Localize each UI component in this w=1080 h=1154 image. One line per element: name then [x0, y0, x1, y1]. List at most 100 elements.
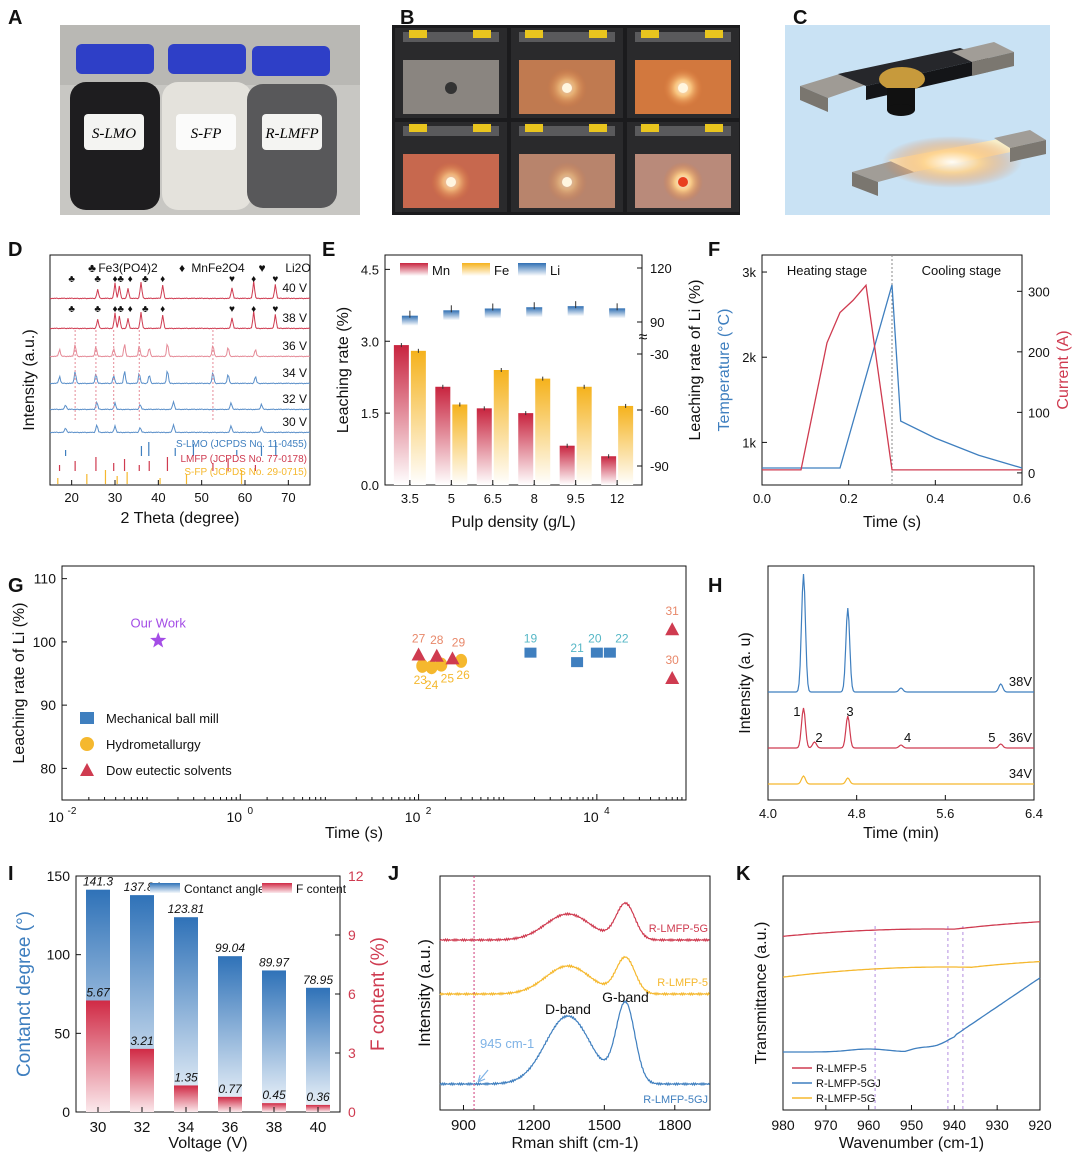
f-xtick-label: 0.0 [753, 491, 771, 506]
f-temperature-line [762, 284, 1023, 469]
i-xlabel: Voltage (V) [168, 1135, 247, 1152]
k-xtick-label: 970 [814, 1117, 838, 1133]
j-xtick-label: 900 [451, 1117, 476, 1134]
d-legend-symbol: ♦ [179, 261, 185, 275]
electrode-rendering-icon [800, 42, 1046, 196]
i-value-f: 3.21 [130, 1034, 153, 1048]
d-trace-label: 32 V [282, 392, 307, 406]
g-point-square [524, 647, 537, 658]
g-point-triangle [665, 622, 680, 636]
g-ytick-label: 100 [33, 634, 57, 650]
hot-spot [678, 83, 688, 93]
g-legend-text: Dow eutectic solvents [106, 763, 232, 778]
jar-label-1: S-LMO [92, 126, 136, 142]
i-rtick-label: 12 [348, 868, 364, 884]
j-trace-label: R-LMFP-5GJ [643, 1094, 708, 1106]
g-point-triangle [665, 670, 680, 684]
hot-spot [446, 177, 456, 187]
f-annotation: Heating stage [787, 263, 867, 278]
photo-c [785, 25, 1050, 215]
e-bar-fe [576, 386, 592, 485]
i-rtick-label: 9 [348, 927, 356, 943]
g-star-label: Our Work [131, 616, 187, 631]
j-annotation: 945 cm-1 [480, 1036, 534, 1051]
g-xtick-label: 10 [48, 809, 64, 825]
d-trace-label: 34 V [282, 366, 307, 380]
clamp-yellow [589, 124, 607, 132]
e-bar-fe [493, 370, 509, 485]
d-peak-marker: ♣ [142, 304, 149, 315]
d-axes-frame [49, 254, 311, 486]
e-xtick-label: 6.5 [484, 491, 502, 506]
g-xtick-label: 10 [405, 809, 421, 825]
i-value-angle: 78.95 [303, 973, 333, 987]
h-xtick-label: 4.0 [759, 806, 777, 821]
g-point-label: 31 [666, 604, 680, 618]
g-point-square [590, 647, 603, 658]
panel-label-g: G [8, 575, 24, 597]
k-xtick-label: 960 [857, 1117, 881, 1133]
i-xtick-label: 36 [222, 1119, 239, 1136]
f-xtick-label: 0.4 [926, 491, 944, 506]
clamp-bar [635, 32, 731, 42]
g-point-triangle [429, 648, 444, 662]
h-trace [768, 775, 1034, 785]
g-point-square [571, 657, 584, 668]
f-current-line [762, 283, 1022, 471]
e-xtick-label: 3.5 [401, 491, 419, 506]
d-trace-label: 38 V [282, 311, 307, 325]
f-rtick-label: 200 [1028, 345, 1050, 360]
i-value-angle: 89.97 [259, 955, 290, 969]
e-bar-fe [410, 350, 426, 485]
e-rtick-label: 90 [650, 315, 664, 330]
e-xtick-label: 8 [531, 491, 538, 506]
d-xtick-label: 40 [151, 490, 165, 505]
f-ytick-label: 3k [742, 265, 756, 280]
panel-label-d: D [8, 239, 22, 261]
photo-a: S-LMO S-FP R-LMFP [60, 25, 360, 215]
f-rtick-label: 300 [1028, 284, 1050, 299]
i-xtick-label: 40 [310, 1119, 327, 1136]
e-block-li [567, 306, 584, 317]
g-point-label: 25 [441, 672, 455, 686]
d-trace [49, 342, 311, 358]
e-ytick-label: 3.0 [361, 334, 379, 349]
e-legend-swatch [400, 263, 428, 276]
h-xtick-label: 6.4 [1025, 806, 1043, 821]
d-legend-text: Fe3(PO4)2 [98, 261, 158, 275]
panel-label-j: J [388, 863, 399, 885]
g-legend-square [80, 712, 94, 724]
clamp-yellow [641, 124, 659, 132]
e-ylabel: Leaching rate (%) [335, 307, 352, 433]
e-axes-frame [384, 254, 643, 486]
k-legend-text: R-LMFP-5G [816, 1093, 875, 1105]
h-peak-label: 1 [793, 704, 800, 719]
e-bar-mn [601, 456, 617, 485]
d-peak-marker: ♣ [68, 304, 75, 315]
e-bar-mn [518, 413, 534, 485]
photo-b [392, 25, 740, 215]
e-bar-mn [476, 408, 492, 485]
clamp-yellow [705, 124, 723, 132]
panel-label-i: I [8, 863, 14, 885]
j-ylabel: Intensity (a.u.) [415, 939, 434, 1047]
i-value-f: 5.67 [86, 985, 111, 999]
h-trace-label: 34V [1009, 766, 1032, 781]
g-point-circle [455, 653, 468, 668]
e-rtick-label: -60 [650, 403, 669, 418]
i-ytick-label: 150 [47, 868, 71, 884]
d-peak-marker: ♦ [112, 274, 117, 285]
g-ytick-label: 110 [34, 571, 57, 587]
d-ref-label: LMFP (JCPDS No. 77-0178) [180, 454, 307, 465]
i-axes-frame [75, 875, 341, 1113]
d-legend-symbol: ♣ [88, 261, 96, 275]
f-rtick-label: 100 [1028, 405, 1050, 420]
g-point-label: 23 [414, 673, 428, 687]
e-axis-break: ≈ [639, 329, 648, 346]
d-trace-label: 30 V [282, 415, 307, 429]
g-xtick-exponent: 0 [248, 806, 254, 817]
i-legend-swatch [262, 883, 292, 893]
g-point-label: 21 [570, 641, 584, 655]
panel-label-a: A [8, 7, 22, 29]
